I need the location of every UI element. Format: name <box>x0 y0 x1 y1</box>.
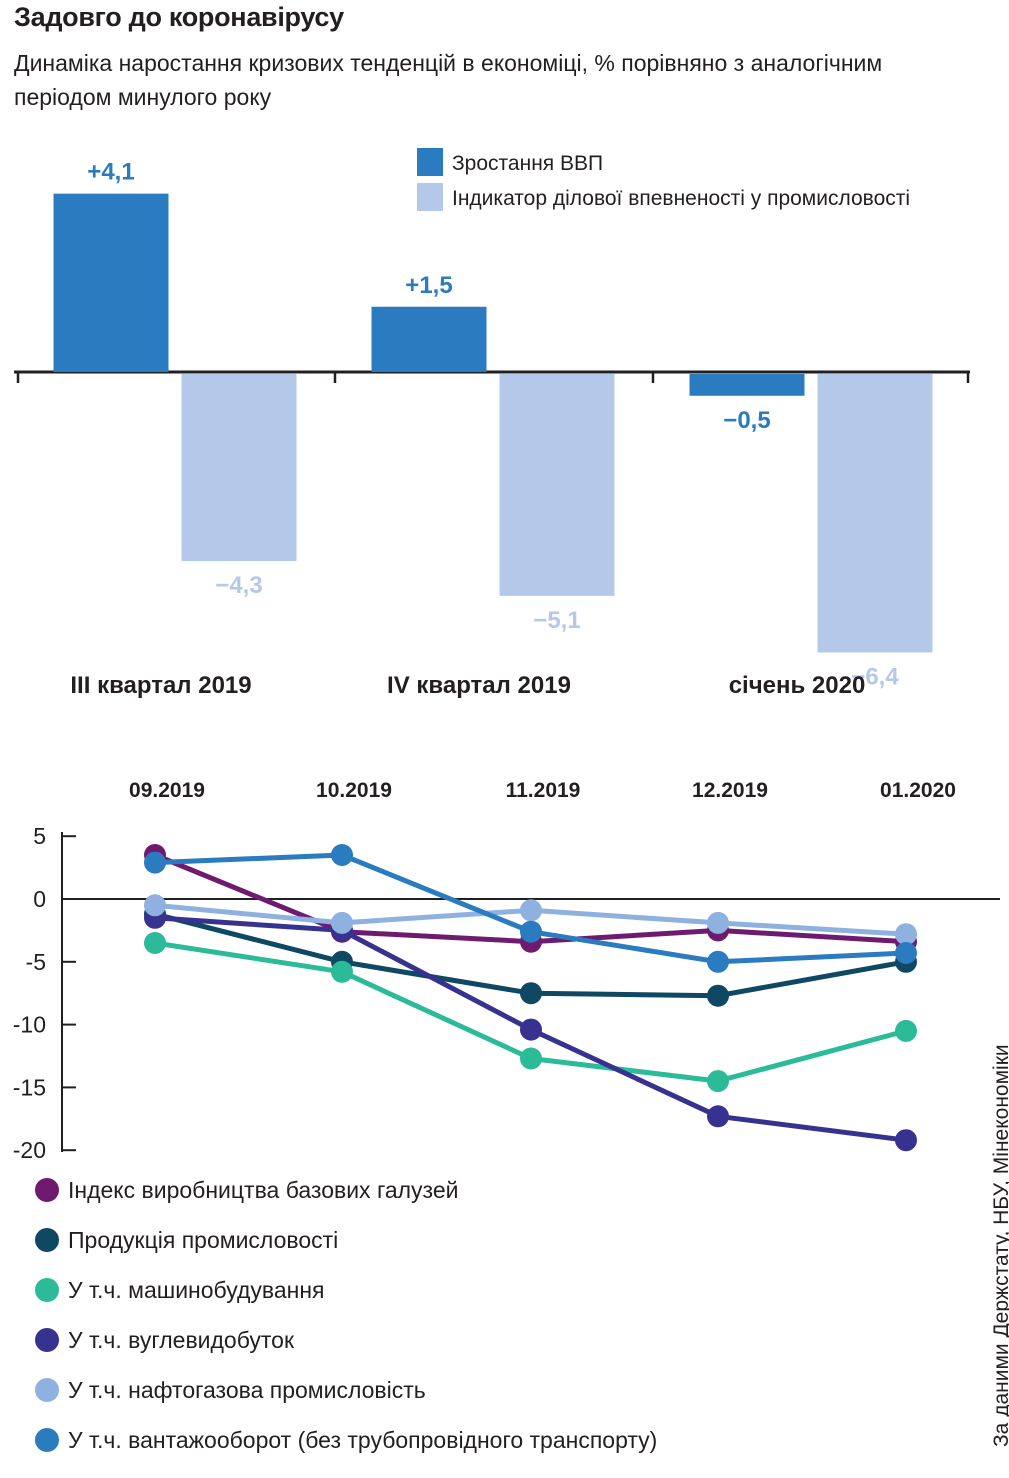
bar-legend-swatch-0 <box>417 148 443 176</box>
bar-1-2 <box>817 374 933 653</box>
line-x-tick-label-1: 10.2019 <box>316 779 392 802</box>
line-point-4-1 <box>331 911 353 934</box>
line-y-tick-label-0: 5 <box>33 823 46 849</box>
line-x-tick-label-4: 01.2020 <box>880 779 956 802</box>
bar-value-label-0-1: +1,5 <box>405 272 452 299</box>
line-point-1-3 <box>707 984 729 1007</box>
bar-value-label-0-2: −0,5 <box>723 407 770 434</box>
line-point-3-3 <box>707 1105 729 1128</box>
bar-legend-swatch-1 <box>417 183 443 211</box>
line-x-tick-label-2: 11.2019 <box>506 779 581 802</box>
line-point-5-1 <box>331 844 353 866</box>
line-legend-marker-0 <box>35 1178 59 1202</box>
line-legend-marker-2 <box>35 1278 59 1302</box>
chart-subtitle: Динаміка наростання кризових тенденцій в… <box>14 50 883 110</box>
line-point-2-4 <box>895 1019 917 1042</box>
line-point-2-2 <box>520 1047 542 1070</box>
line-point-4-0 <box>144 894 166 917</box>
bar-category-label-2: січень 2020 <box>729 672 866 699</box>
line-point-4-3 <box>707 911 729 934</box>
bar-0-0 <box>53 193 169 372</box>
line-legend-label-5: У т.ч. вантажооборот (без трубопровідног… <box>68 1427 657 1453</box>
line-point-5-0 <box>144 851 166 874</box>
bar-value-label-1-2: −6,4 <box>851 663 899 690</box>
line-x-tick-label-0: 09.2019 <box>129 779 205 802</box>
line-y-tick-label-3: -10 <box>13 1012 46 1038</box>
line-y-tick-label-4: -15 <box>13 1074 46 1100</box>
line-y-tick-label-5: -20 <box>13 1137 46 1163</box>
line-legend-label-3: У т.ч. вуглевидобуток <box>68 1327 295 1353</box>
bar-legend-label-1: Індикатор ділової впевненості у промисло… <box>452 187 910 210</box>
bar-0-1 <box>371 306 487 372</box>
line-point-2-1 <box>331 960 353 983</box>
line-legend-marker-5 <box>35 1428 59 1452</box>
bar-value-label-0-0: +4,1 <box>87 159 134 186</box>
line-legend-marker-3 <box>35 1328 59 1352</box>
bar-value-label-1-1: −5,1 <box>533 607 580 634</box>
line-y-tick-label-2: -5 <box>26 949 46 975</box>
chart-title: Задовго до коронавірусу <box>14 2 344 32</box>
line-point-4-4 <box>895 923 917 946</box>
line-point-3-4 <box>895 1129 917 1152</box>
line-x-tick-label-3: 12.2019 <box>692 779 768 802</box>
bar-value-label-1-0: −4,3 <box>215 572 262 599</box>
line-legend-label-4: У т.ч. нафтогазова промисловість <box>68 1377 426 1403</box>
line-point-5-3 <box>707 950 729 973</box>
bar-legend-label-0: Зростання ВВП <box>452 152 603 175</box>
line-point-4-2 <box>520 899 542 922</box>
line-y-tick-label-1: 0 <box>33 886 46 912</box>
line-legend-marker-4 <box>35 1378 59 1402</box>
line-legend-label-2: У т.ч. машинобудування <box>68 1277 324 1303</box>
line-legend-label-0: Індекс виробництва базових галузей <box>68 1177 458 1203</box>
line-point-3-2 <box>520 1018 542 1041</box>
line-legend-label-1: Продукція промисловості <box>68 1227 338 1253</box>
line-point-5-2 <box>520 920 542 943</box>
bar-category-label-0: III квартал 2019 <box>70 672 251 699</box>
bar-0-2 <box>689 374 805 396</box>
line-point-1-2 <box>520 982 542 1005</box>
source-note: За даними Держстату, НБУ, Мінекономіки <box>990 1044 1009 1447</box>
bar-1-1 <box>499 374 615 596</box>
line-point-2-0 <box>144 932 166 954</box>
line-point-2-3 <box>707 1070 729 1093</box>
bar-category-label-1: IV квартал 2019 <box>387 672 571 699</box>
line-point-5-4 <box>895 942 917 964</box>
line-legend-marker-1 <box>35 1228 59 1252</box>
bar-1-0 <box>181 374 297 562</box>
